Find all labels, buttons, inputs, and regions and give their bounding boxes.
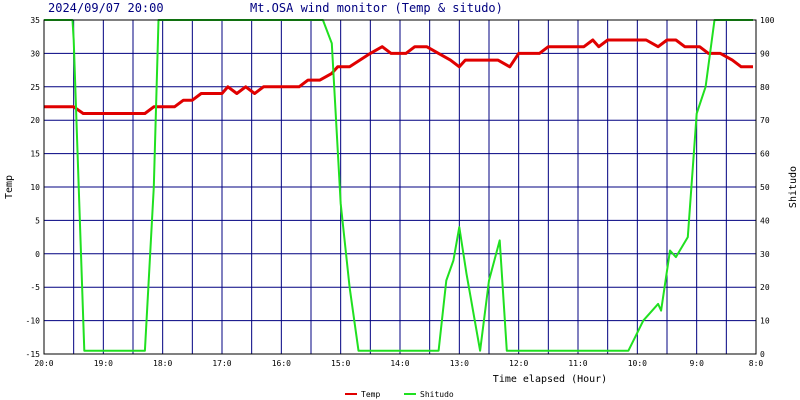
- x-tick-label: 16:0: [272, 359, 291, 368]
- y-tick-label-right: 20: [760, 283, 770, 292]
- y-tick-label-right: 90: [760, 49, 770, 58]
- y-tick-label-right: 10: [760, 317, 770, 326]
- legend: Temp Shitudo: [345, 390, 454, 399]
- x-tick-label: 10:0: [628, 359, 647, 368]
- y-tick-label-left: -15: [26, 350, 41, 359]
- x-tick-label: 18:0: [153, 359, 172, 368]
- legend-temp-label: Temp: [361, 390, 380, 399]
- shitudo-series-line: [44, 19, 753, 352]
- y-tick-label-right: 30: [760, 250, 770, 259]
- x-tick-label: 13:0: [450, 359, 469, 368]
- y-tick-label-right: 60: [760, 150, 770, 159]
- chart-title: Mt.OSA wind monitor (Temp & situdo): [250, 1, 503, 15]
- x-tick-label: 17:0: [212, 359, 231, 368]
- y-axis-label-left: Temp: [4, 175, 15, 199]
- y-tick-label-left: -5: [30, 283, 40, 292]
- y-tick-label-left: 0: [35, 250, 40, 259]
- x-tick-label: 19:0: [94, 359, 113, 368]
- x-tick-label: 11:0: [568, 359, 587, 368]
- y-tick-label-right: 100: [760, 16, 775, 25]
- y-tick-label-left: 35: [30, 16, 40, 25]
- y-tick-label-right: 0: [760, 350, 765, 359]
- y-tick-label-left: 30: [30, 49, 40, 58]
- chart-datetime: 2024/09/07 20:00: [48, 1, 164, 15]
- y-tick-label-left: 20: [30, 116, 40, 125]
- x-tick-label: 9:0: [689, 359, 704, 368]
- y-tick-label-left: 10: [30, 183, 40, 192]
- y-axis-label-right: Shitudo: [788, 166, 799, 208]
- plot-frame: [43, 19, 757, 355]
- x-axis-label: Time elapsed (Hour): [493, 374, 607, 385]
- y-tick-label-left: 5: [35, 216, 40, 225]
- temp-series-line: [44, 38, 753, 115]
- x-tick-label: 20:0: [34, 359, 53, 368]
- x-tick-label: 12:0: [509, 359, 528, 368]
- tick-labels: 20:0 19:0 18:0 17:0 16:0 15:0 14:0 13:0 12:0 11:0…: [26, 16, 775, 368]
- series-lines: [44, 19, 753, 352]
- y-tick-label-left: -10: [26, 317, 41, 326]
- y-tick-label-right: 40: [760, 216, 770, 225]
- y-tick-label-right: 80: [760, 83, 770, 92]
- y-tick-label-right: 50: [760, 183, 770, 192]
- x-tick-label: 15:0: [331, 359, 350, 368]
- x-tick-label: 14:0: [390, 359, 409, 368]
- y-tick-label-left: 25: [30, 83, 40, 92]
- x-tick-label: 8:0: [749, 359, 764, 368]
- legend-shitudo-label: Shitudo: [420, 390, 454, 399]
- y-tick-label-right: 70: [760, 116, 770, 125]
- y-tick-label-left: 15: [30, 150, 40, 159]
